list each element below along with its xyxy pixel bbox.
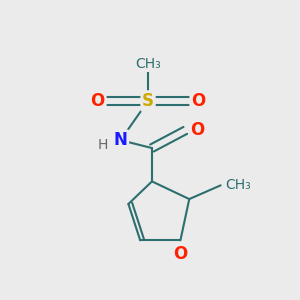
Text: O: O bbox=[191, 92, 206, 110]
Text: O: O bbox=[190, 122, 205, 140]
Text: CH₃: CH₃ bbox=[226, 178, 251, 192]
Text: S: S bbox=[142, 92, 154, 110]
Text: CH₃: CH₃ bbox=[135, 57, 161, 70]
Text: H: H bbox=[98, 138, 108, 152]
Text: O: O bbox=[173, 245, 188, 263]
Text: N: N bbox=[114, 131, 128, 149]
Text: O: O bbox=[91, 92, 105, 110]
